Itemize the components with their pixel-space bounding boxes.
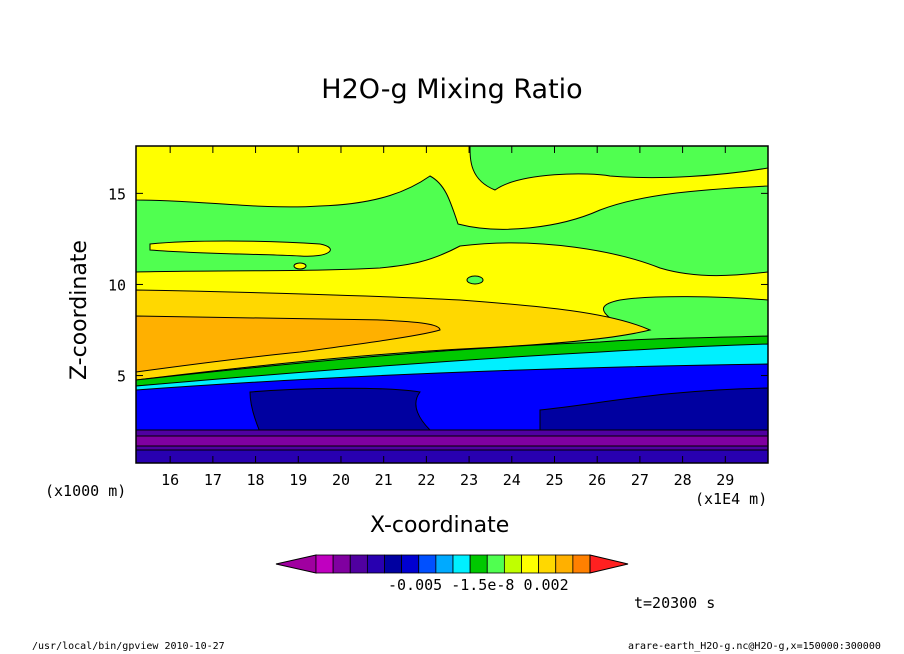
x-tick-label: 23 xyxy=(460,471,478,489)
y-tick-label: 5 xyxy=(117,368,126,386)
x-tick-label: 22 xyxy=(417,471,435,489)
colorbar-swatch xyxy=(418,554,437,574)
chart-title: H2O-g Mixing Ratio xyxy=(321,74,583,105)
x-tick-label: 28 xyxy=(674,471,692,489)
colorbar-swatch xyxy=(349,554,368,574)
colorbar-swatch xyxy=(503,554,522,574)
colorbar-swatch xyxy=(401,554,420,574)
contour-field xyxy=(136,146,768,463)
x-tick-label: 21 xyxy=(375,471,393,489)
colorbar-swatch xyxy=(332,554,351,574)
y-tick-label: 15 xyxy=(108,185,126,203)
time-label: t=20300 s xyxy=(634,594,716,612)
colorbar-swatch xyxy=(572,554,591,574)
x-unit-label: (x1000 m) xyxy=(45,482,127,500)
x-tick-group: 16 17 18 19 20 21 22 23 24 25 26 27 28 29 xyxy=(161,146,734,489)
island-yellow xyxy=(293,262,307,270)
footer-right: arare-earth_H2O-g.nc@H2O-g,x=150000:3000… xyxy=(628,641,881,652)
x-tick-label: 25 xyxy=(545,471,563,489)
x-axis-label: X-coordinate xyxy=(370,513,510,538)
x-tick-label: 19 xyxy=(289,471,307,489)
colorbar-swatch xyxy=(521,554,540,574)
band-top-yellow xyxy=(136,146,768,230)
x-tick-label: 18 xyxy=(247,471,265,489)
x-tick-label: 16 xyxy=(161,471,179,489)
colorbar-under-triangle xyxy=(275,554,317,574)
colorbar-swatch xyxy=(435,554,454,574)
colorbar-swatch xyxy=(315,554,334,574)
colorbar-swatch xyxy=(469,554,488,574)
x-tick-label: 26 xyxy=(588,471,606,489)
colorbar-swatch xyxy=(538,554,557,574)
x-tick-label: 29 xyxy=(716,471,734,489)
band-upper-yellow-strip xyxy=(149,240,331,257)
colorbar-swatch xyxy=(452,554,471,574)
plot-frame xyxy=(135,145,769,464)
band-bottom xyxy=(136,449,768,463)
colorbar-swatch xyxy=(366,554,385,574)
y-axis-label: Z-coordinate xyxy=(67,240,92,380)
colorbar-swatch xyxy=(555,554,574,574)
x-tick-label: 17 xyxy=(204,471,222,489)
band-orange xyxy=(136,315,441,373)
x-multiplier-label: (x1E4 m) xyxy=(695,490,768,508)
band-violet xyxy=(136,435,768,447)
footer-left: /usr/local/bin/gpview 2010-10-27 xyxy=(32,641,225,652)
x-tick-label: 27 xyxy=(631,471,649,489)
island-green xyxy=(466,275,484,285)
y-tick-label: 10 xyxy=(108,276,126,294)
colorbar-swatch xyxy=(486,554,505,574)
band-dark-blue xyxy=(249,387,768,433)
x-tick-label: 20 xyxy=(332,471,350,489)
colorbar-swatch xyxy=(384,554,403,574)
x-tick-label: 24 xyxy=(503,471,521,489)
colorbar-over-triangle xyxy=(589,554,629,574)
colorbar xyxy=(275,554,629,574)
y-tick-group: 5 10 15 xyxy=(108,185,768,386)
colorbar-tick-labels: -0.005 -1.5e-8 0.002 xyxy=(388,576,569,594)
